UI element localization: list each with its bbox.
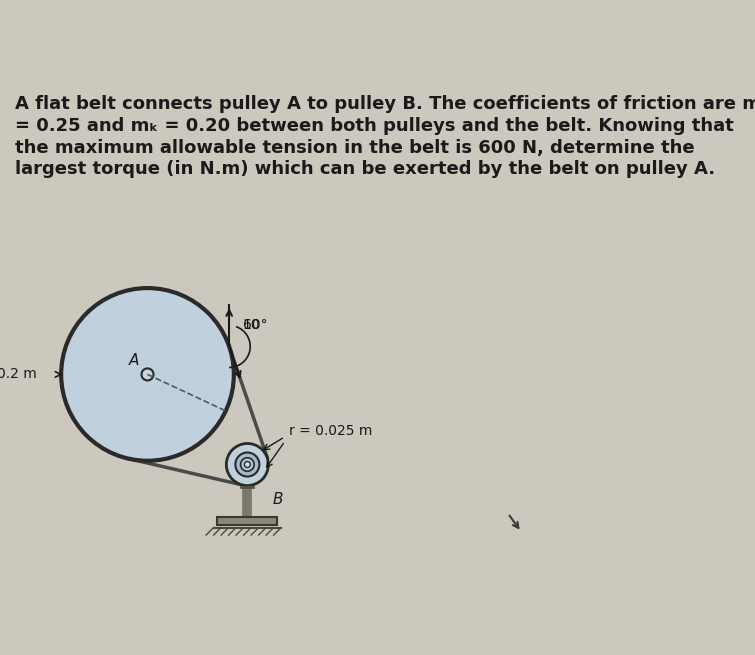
Text: B: B [272,491,282,506]
Text: A: A [129,354,139,368]
Text: r = 0.025 m: r = 0.025 m [288,424,372,438]
Text: 10: 10 [242,318,260,333]
Text: largest torque (in N.m) which can be exerted by the belt on pulley A.: largest torque (in N.m) which can be exe… [14,160,715,178]
Text: = 0.25 and mₖ = 0.20 between both pulleys and the belt. Knowing that: = 0.25 and mₖ = 0.20 between both pulley… [14,117,733,135]
Circle shape [241,458,254,472]
Circle shape [226,443,268,485]
Text: A flat belt connects pulley A to pulley B. The coefficients of friction are ms: A flat belt connects pulley A to pulley … [14,95,755,113]
Circle shape [245,462,251,468]
Circle shape [61,288,234,460]
Text: 0.2 m: 0.2 m [0,367,37,381]
Circle shape [236,453,260,477]
Circle shape [141,368,153,381]
Bar [217,517,277,525]
Text: the maximum allowable tension in the belt is 600 N, determine the: the maximum allowable tension in the bel… [14,139,695,157]
Text: 60°: 60° [242,318,267,333]
